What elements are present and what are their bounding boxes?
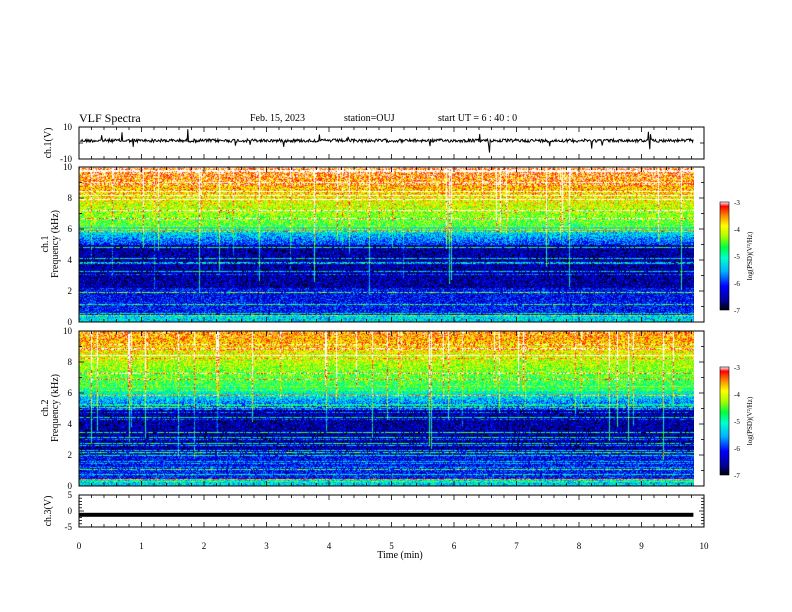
cb1-tick-label: -6 [734, 280, 740, 288]
ch2-spectrogram-image [79, 331, 694, 486]
xtick-label: 3 [264, 541, 269, 551]
spec2-ylabel-frequency: Frequency (kHz) [50, 374, 61, 442]
tick-marks [78, 126, 705, 528]
ch3-ytick-label: 5 [68, 490, 73, 500]
spec2-ytick-label: 0 [68, 481, 73, 491]
cb2-label: log(PSD)(V²/Hz) [746, 396, 754, 445]
xtick-label: 5 [389, 541, 394, 551]
xlabel: Time (min) [377, 550, 422, 561]
start-time-label: start UT = 6 : 40 : 0 [438, 113, 518, 124]
xtick-label: 6 [452, 541, 457, 551]
spec2-ytick-label: 4 [68, 419, 73, 429]
ch1-spectrogram-image [79, 167, 694, 322]
cb1-tick-label: -7 [734, 307, 740, 315]
spec2-ytick-label: 6 [68, 388, 73, 398]
figure-title: VLF Spectra [79, 111, 141, 125]
ch3-ytick-label: 0 [68, 506, 73, 516]
cb2-tick-label: -5 [734, 418, 740, 426]
ch1-colorbar [719, 201, 730, 311]
station-label: station=OUJ [344, 113, 395, 124]
spec2-ytick-label: 2 [68, 450, 73, 460]
spec2-ytick-label: 10 [63, 326, 73, 336]
xtick-label: 8 [577, 541, 582, 551]
cb1-tick-label: -3 [734, 199, 740, 207]
cb1-tick-label: -5 [734, 253, 740, 261]
ch2-colorbar [719, 366, 730, 476]
date-label: Feb. 15, 2023 [250, 113, 305, 124]
spec1-ytick-label: 6 [68, 224, 73, 234]
ch1-ytick-label: 10 [63, 122, 73, 132]
cb2-tick-label: -4 [734, 391, 740, 399]
cb2-tick-label: -7 [734, 472, 740, 480]
spec2-ylabel-channel: ch.2 [40, 400, 51, 417]
spec1-ytick-label: 10 [63, 162, 73, 172]
xtick-label: 0 [77, 541, 82, 551]
spec1-ytick-label: 8 [68, 193, 73, 203]
spec1-ytick-label: 4 [68, 255, 73, 265]
spec1-ylabel-channel: ch.1 [40, 236, 51, 253]
xtick-label: 2 [202, 541, 207, 551]
ch3-ylabel: ch.3(V) [43, 496, 54, 527]
spec1-ylabel-frequency: Frequency (kHz) [50, 210, 61, 278]
ch3-ytick-label: -5 [65, 522, 73, 532]
spec2-ytick-label: 8 [68, 357, 73, 367]
xtick-label: 10 [700, 541, 710, 551]
ch3-waveform-trace [79, 512, 694, 517]
cb1-tick-label: -4 [734, 226, 740, 234]
xtick-label: 7 [514, 541, 519, 551]
ch1-ytick-label: -10 [60, 154, 72, 164]
cb1-label: log(PSD)(V²/Hz) [746, 231, 754, 280]
spec1-ytick-label: 0 [68, 317, 73, 327]
xtick-label: 1 [139, 541, 144, 551]
ch1-waveform-trace [79, 129, 694, 153]
cb2-tick-label: -6 [734, 445, 740, 453]
xtick-label: 4 [327, 541, 332, 551]
cb2-tick-label: -3 [734, 364, 740, 372]
spec1-ytick-label: 2 [68, 286, 73, 296]
ch1-ylabel: ch.1(V) [43, 128, 54, 159]
xtick-label: 9 [639, 541, 644, 551]
